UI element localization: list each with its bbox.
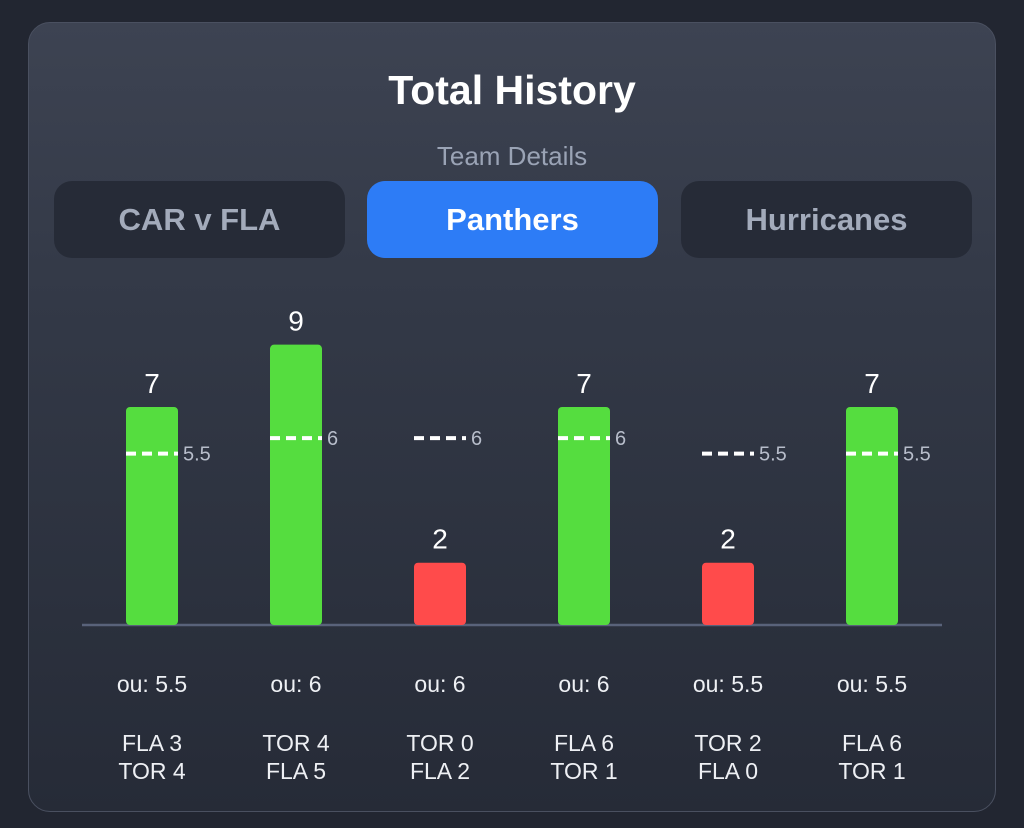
- ou-line-label: 5.5: [759, 444, 787, 466]
- score-line-2: TOR 1: [550, 758, 617, 784]
- score-line-1: TOR 2: [694, 730, 761, 756]
- bar-value-label: 7: [144, 368, 160, 399]
- score-line-2: FLA 2: [410, 758, 470, 784]
- bar: [846, 406, 898, 625]
- ou-line-label: 5.5: [903, 444, 931, 466]
- bar-value-label: 7: [576, 368, 592, 399]
- score-line-2: TOR 1: [838, 758, 905, 784]
- score-line-1: FLA 6: [554, 730, 614, 756]
- ou-label: ou: 5.5: [117, 671, 187, 697]
- ou-label: ou: 6: [414, 671, 465, 697]
- score-line-1: TOR 4: [262, 730, 330, 756]
- bar-value-label: 7: [864, 368, 880, 399]
- ou-label: ou: 5.5: [837, 671, 907, 697]
- bar: [558, 406, 610, 625]
- ou-line-label: 6: [327, 428, 338, 450]
- ou-line-label: 5.5: [183, 444, 211, 466]
- ou-label: ou: 6: [270, 671, 321, 697]
- tab-panthers[interactable]: Panthers: [367, 181, 658, 258]
- ou-label: ou: 6: [558, 671, 609, 697]
- score-line-2: FLA 5: [266, 758, 326, 784]
- score-line-2: TOR 4: [118, 758, 186, 784]
- tab-hurricanes[interactable]: Hurricanes: [681, 181, 972, 258]
- total-history-card: Total History Team Details CAR v FLA Pan…: [28, 22, 996, 812]
- score-line-2: FLA 0: [698, 758, 758, 784]
- bar: [126, 406, 178, 625]
- bar: [270, 344, 322, 625]
- tab-car-v-fla[interactable]: CAR v FLA: [54, 181, 345, 258]
- bar-value-label: 2: [432, 524, 448, 555]
- card-subtitle: Team Details: [436, 141, 588, 171]
- score-line-1: FLA 6: [842, 730, 902, 756]
- score-line-1: TOR 0: [406, 730, 473, 756]
- bar: [414, 562, 466, 625]
- bar-value-label: 9: [288, 306, 304, 337]
- bar: [702, 562, 754, 625]
- bar-value-label: 2: [720, 524, 736, 555]
- ou-label: ou: 5.5: [693, 671, 763, 697]
- score-line-1: FLA 3: [122, 730, 182, 756]
- ou-line-label: 6: [471, 428, 482, 450]
- card-title: Total History: [388, 67, 636, 113]
- ou-line-label: 6: [615, 428, 626, 450]
